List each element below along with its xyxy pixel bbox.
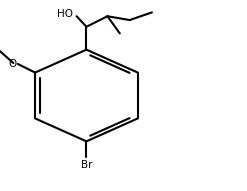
Text: HO: HO	[57, 9, 73, 19]
Text: O: O	[8, 59, 17, 69]
Text: Br: Br	[81, 160, 92, 170]
